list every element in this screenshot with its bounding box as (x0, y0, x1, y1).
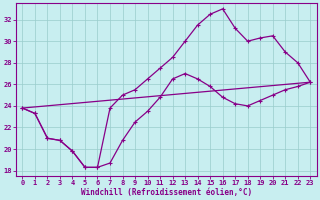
X-axis label: Windchill (Refroidissement éolien,°C): Windchill (Refroidissement éolien,°C) (81, 188, 252, 197)
